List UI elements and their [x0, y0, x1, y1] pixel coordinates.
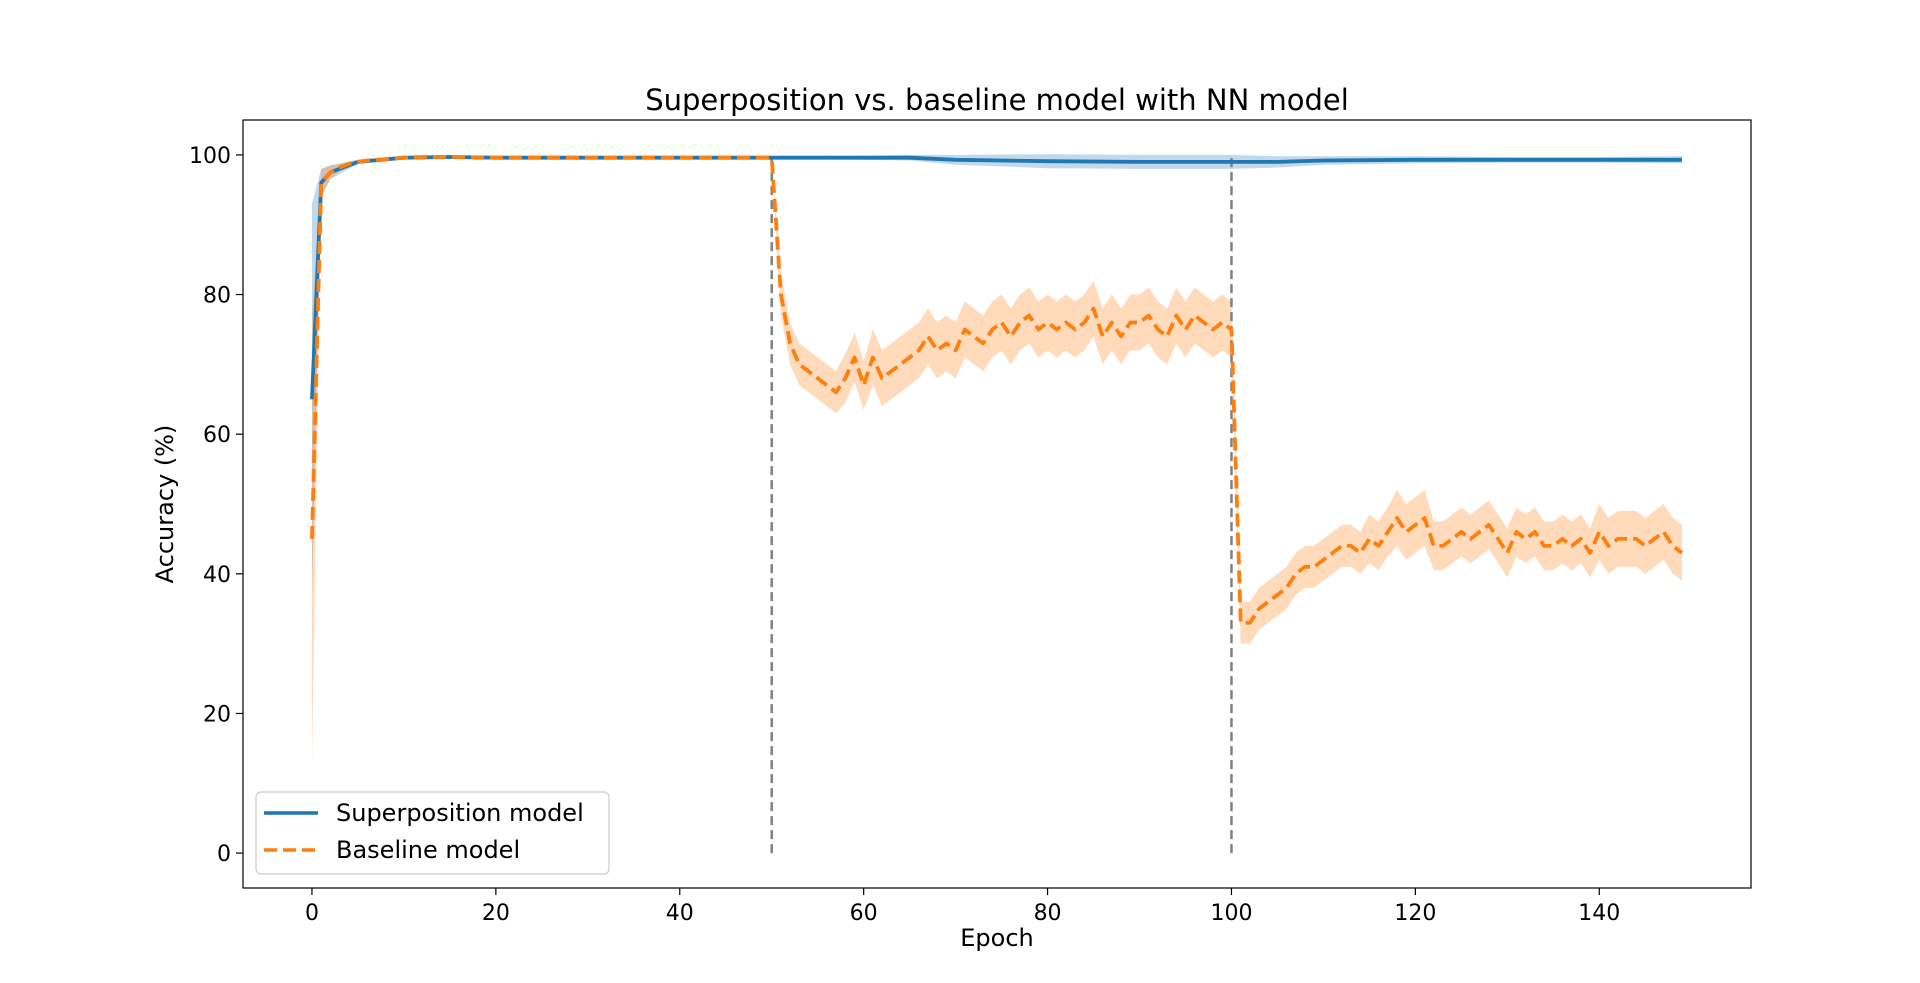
line-superposition — [310, 155, 1682, 400]
y-tick-label: 20 — [203, 702, 231, 727]
x-tick-label: 20 — [482, 901, 510, 926]
y-tick-label: 60 — [203, 423, 231, 448]
legend-box — [255, 791, 610, 875]
y-axis-label: Accuracy (%) — [151, 425, 179, 584]
y-tick-label: 80 — [203, 284, 231, 309]
y-axis-ticks: 0 20 40 60 80 100 — [189, 144, 243, 867]
series-lines — [310, 155, 1684, 625]
y-tick-label: 40 — [203, 563, 231, 588]
legend-label-baseline: Baseline model — [336, 836, 520, 864]
y-tick-label: 0 — [217, 842, 231, 867]
x-tick-label: 80 — [1034, 901, 1062, 926]
x-tick-label: 0 — [305, 901, 319, 926]
y-tick-label: 100 — [189, 144, 231, 169]
confidence-bands — [312, 154, 1682, 763]
x-axis-ticks: 0 20 40 60 80 100 120 140 — [305, 888, 1620, 926]
x-tick-label: 60 — [850, 901, 878, 926]
epoch-dividers — [770, 154, 1233, 854]
x-axis-label: Epoch — [960, 924, 1034, 952]
legend: Superposition model Baseline model — [255, 791, 610, 875]
x-tick-label: 40 — [666, 901, 694, 926]
x-tick-label: 120 — [1394, 901, 1436, 926]
legend-label-superposition: Superposition model — [336, 799, 584, 827]
line-baseline — [310, 155, 1684, 625]
plot-frame — [242, 119, 1752, 889]
x-tick-label: 100 — [1210, 901, 1252, 926]
band-baseline — [312, 155, 1682, 763]
chart-title: Superposition vs. baseline model with NN… — [645, 83, 1349, 117]
x-tick-label: 140 — [1578, 901, 1620, 926]
